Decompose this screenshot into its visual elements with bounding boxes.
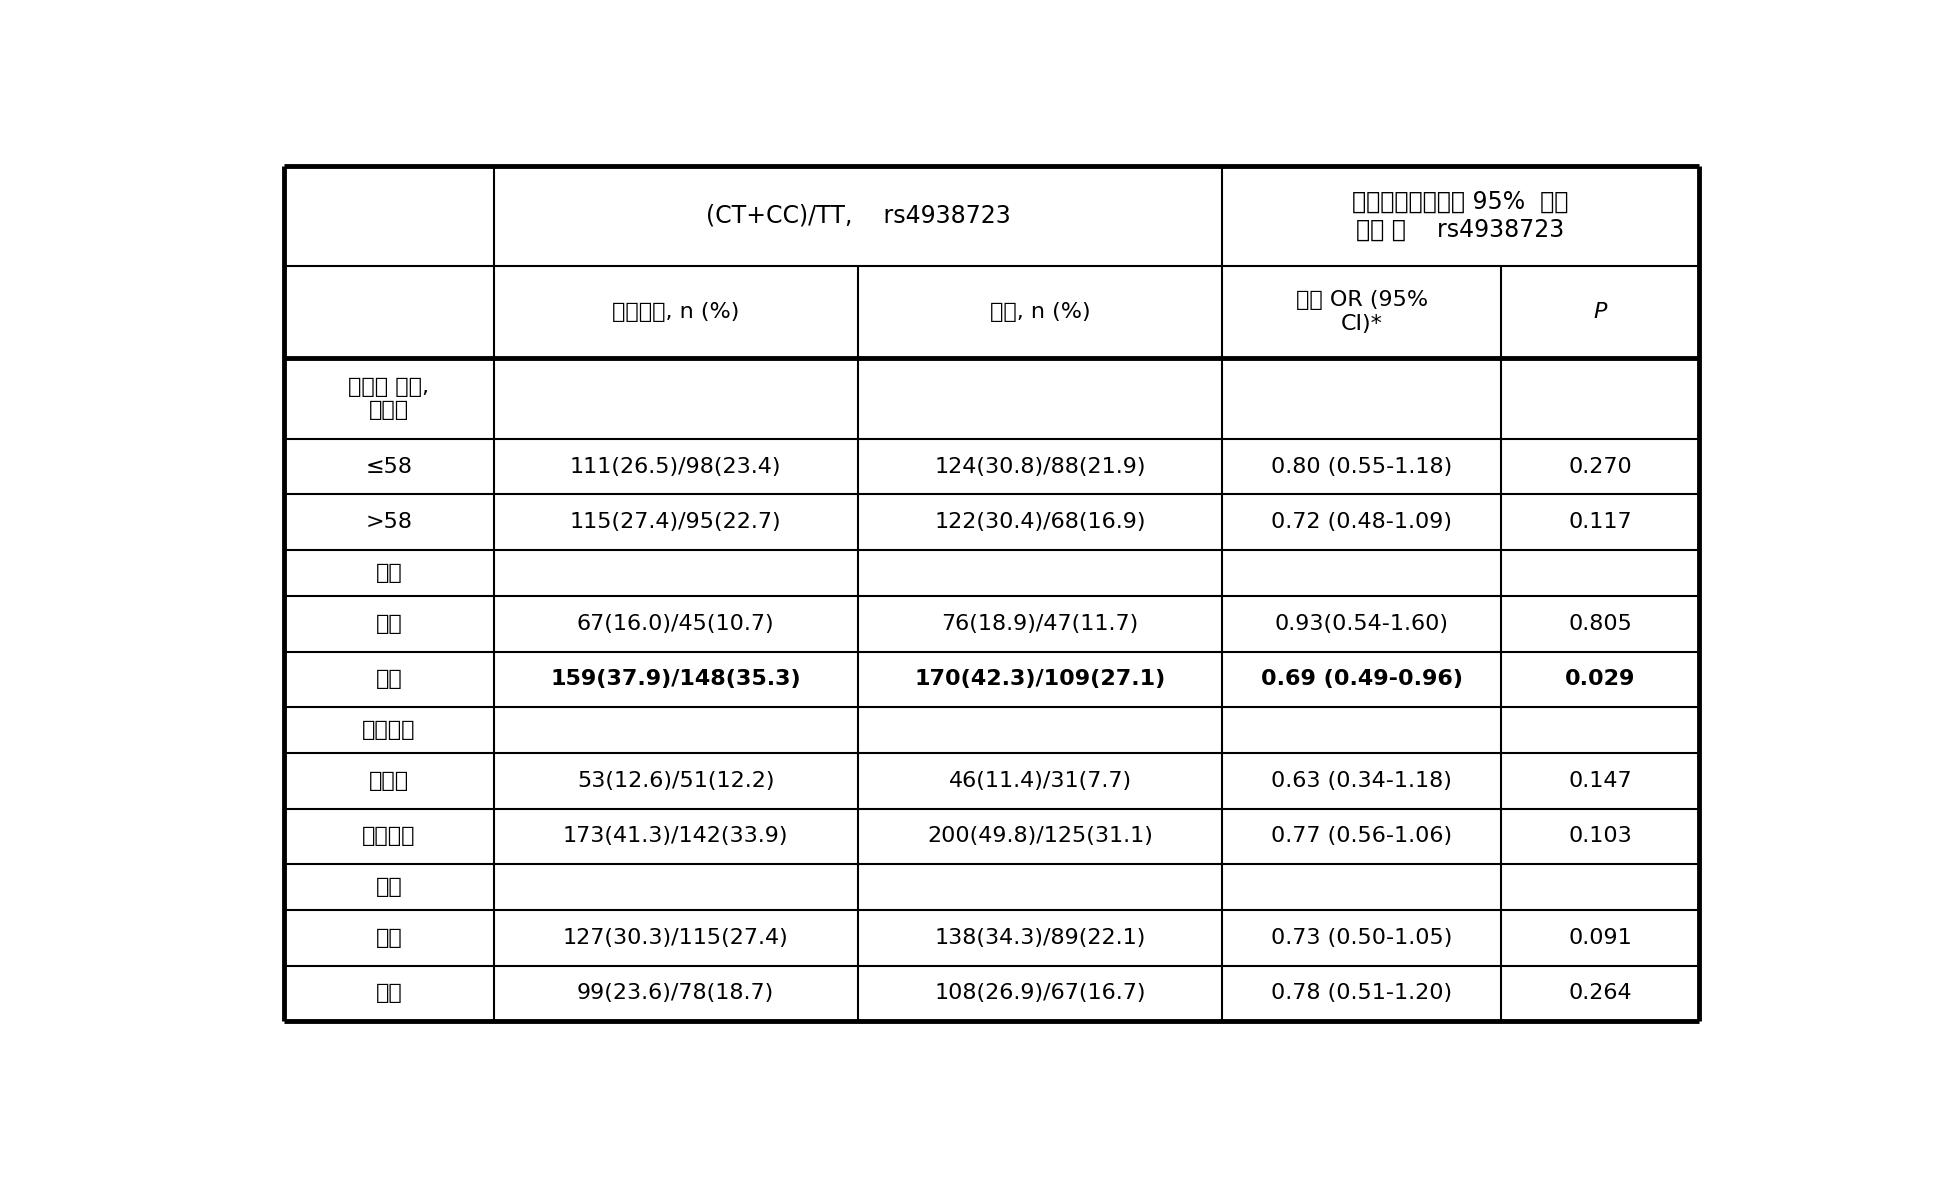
- Text: ≤58: ≤58: [366, 456, 412, 476]
- Text: 0.029: 0.029: [1565, 669, 1634, 689]
- Text: 173(41.3)/142(33.9): 173(41.3)/142(33.9): [563, 827, 789, 846]
- Text: 200(49.8)/125(31.1): 200(49.8)/125(31.1): [926, 827, 1153, 846]
- Text: 吸烟者: 吸烟者: [369, 771, 410, 791]
- Text: 吸烟状态: 吸烟状态: [362, 720, 416, 740]
- Text: 胃癌病例, n (%): 胃癌病例, n (%): [611, 302, 739, 322]
- Text: 53(12.6)/51(12.2): 53(12.6)/51(12.2): [576, 771, 774, 791]
- Text: 男性: 男性: [375, 669, 402, 689]
- Text: 校正 OR (95%
CI)*: 校正 OR (95% CI)*: [1296, 290, 1427, 334]
- Text: >58: >58: [366, 512, 412, 532]
- Text: 非吸烟者: 非吸烟者: [362, 827, 416, 846]
- Text: 127(30.3)/115(27.4): 127(30.3)/115(27.4): [563, 928, 789, 948]
- Text: 0.69 (0.49-0.96): 0.69 (0.49-0.96): [1261, 669, 1462, 689]
- Text: 0.117: 0.117: [1568, 512, 1632, 532]
- Text: 对照, n (%): 对照, n (%): [990, 302, 1091, 322]
- Text: 99(23.6)/78(18.7): 99(23.6)/78(18.7): [576, 984, 774, 1004]
- Text: 0.147: 0.147: [1568, 771, 1632, 791]
- Text: 138(34.3)/89(22.1): 138(34.3)/89(22.1): [934, 928, 1145, 948]
- Text: 0.78 (0.51-1.20): 0.78 (0.51-1.20): [1271, 984, 1452, 1004]
- Text: (CT+CC)/TT,  rs4938723: (CT+CC)/TT, rs4938723: [706, 203, 1010, 228]
- Text: 0.73 (0.50-1.05): 0.73 (0.50-1.05): [1271, 928, 1452, 948]
- Text: 0.264: 0.264: [1568, 984, 1632, 1004]
- Text: 46(11.4)/31(7.7): 46(11.4)/31(7.7): [948, 771, 1131, 791]
- Text: 0.93(0.54-1.60): 0.93(0.54-1.60): [1275, 614, 1449, 634]
- Text: 0.72 (0.48-1.09): 0.72 (0.48-1.09): [1271, 512, 1452, 532]
- Text: 农村: 农村: [375, 928, 402, 948]
- Text: 住址: 住址: [375, 877, 402, 897]
- Text: 108(26.9)/67(16.7): 108(26.9)/67(16.7): [934, 984, 1145, 1004]
- Text: 0.63 (0.34-1.18): 0.63 (0.34-1.18): [1271, 771, 1452, 791]
- Text: 122(30.4)/68(16.9): 122(30.4)/68(16.9): [934, 512, 1145, 532]
- Text: 111(26.5)/98(23.4): 111(26.5)/98(23.4): [571, 456, 781, 476]
- Text: 等位基因比值比和 95%  可信
区间 ，  rs4938723: 等位基因比值比和 95% 可信 区间 ， rs4938723: [1352, 190, 1568, 241]
- Text: 170(42.3)/109(27.1): 170(42.3)/109(27.1): [915, 669, 1166, 689]
- Text: 115(27.4)/95(22.7): 115(27.4)/95(22.7): [571, 512, 781, 532]
- Text: 性别: 性别: [375, 563, 402, 583]
- Text: P: P: [1594, 302, 1607, 322]
- Text: 159(37.9)/148(35.3): 159(37.9)/148(35.3): [551, 669, 801, 689]
- Text: 0.80 (0.55-1.18): 0.80 (0.55-1.18): [1271, 456, 1452, 476]
- Text: 城市: 城市: [375, 984, 402, 1004]
- Text: 0.77 (0.56-1.06): 0.77 (0.56-1.06): [1271, 827, 1452, 846]
- Text: 0.103: 0.103: [1568, 827, 1632, 846]
- Text: 女性: 女性: [375, 614, 402, 634]
- Text: 124(30.8)/88(21.9): 124(30.8)/88(21.9): [934, 456, 1145, 476]
- Text: 0.270: 0.270: [1568, 456, 1632, 476]
- Text: 67(16.0)/45(10.7): 67(16.0)/45(10.7): [576, 614, 774, 634]
- Text: 0.805: 0.805: [1568, 614, 1632, 634]
- Text: 0.091: 0.091: [1568, 928, 1632, 948]
- Text: 76(18.9)/47(11.7): 76(18.9)/47(11.7): [942, 614, 1139, 634]
- Text: 年龄（ 岁）,
中位数: 年龄（ 岁）, 中位数: [348, 377, 429, 421]
